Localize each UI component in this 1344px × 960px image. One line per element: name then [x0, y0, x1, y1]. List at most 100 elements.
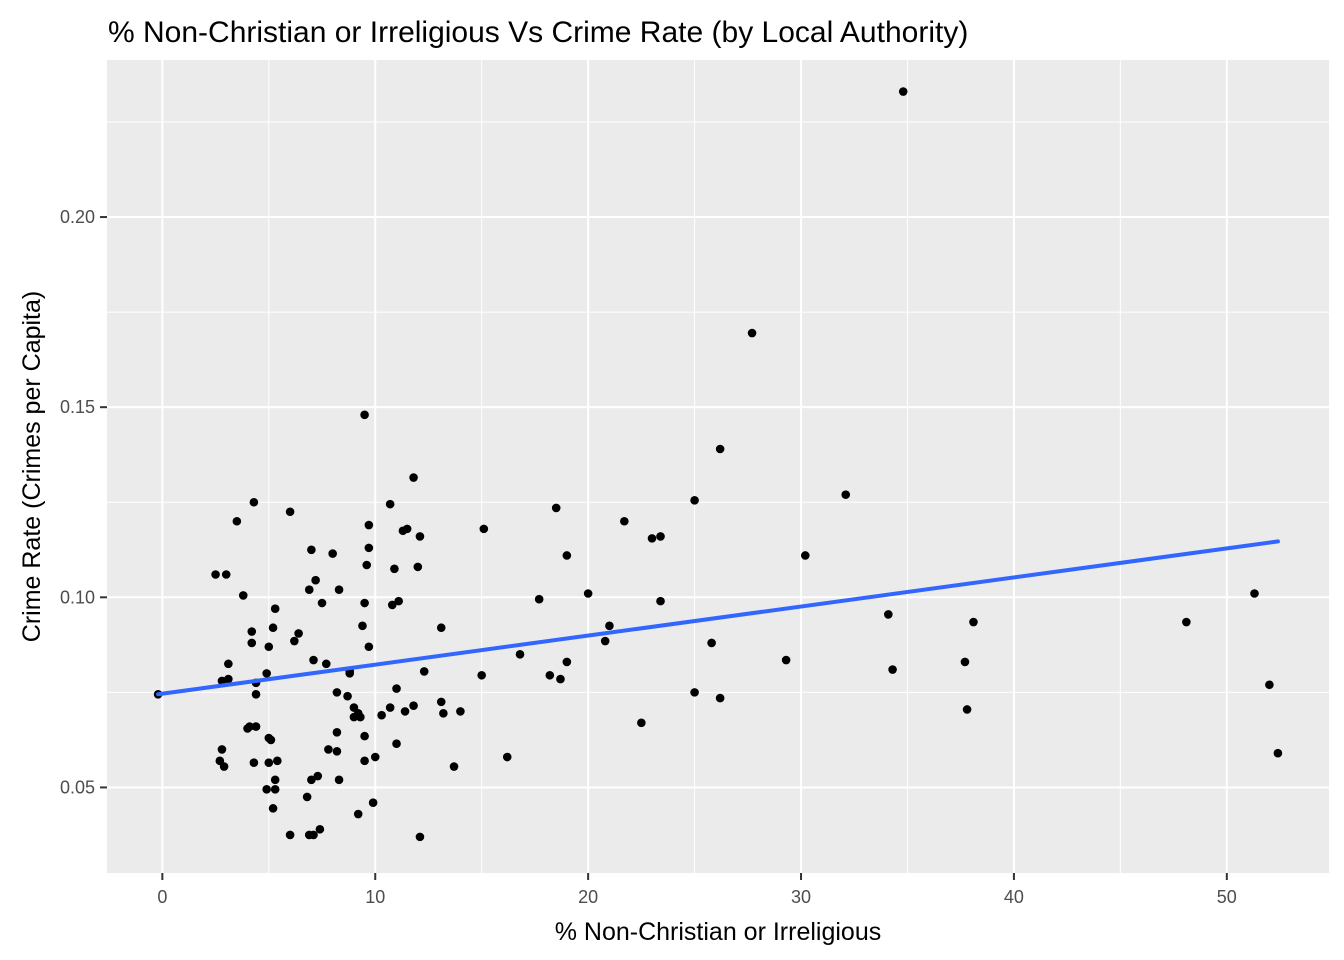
data-point [356, 712, 365, 722]
data-point [245, 722, 254, 731]
data-point [715, 444, 725, 454]
x-tick-label: 30 [791, 887, 811, 907]
plot-panel [107, 60, 1329, 873]
x-tick-label: 50 [1217, 887, 1237, 907]
data-point [349, 712, 359, 722]
data-point [364, 642, 374, 652]
data-point [302, 792, 312, 802]
data-point [556, 674, 565, 684]
data-point [562, 551, 572, 560]
data-point [343, 691, 352, 701]
x-tick-label: 40 [1004, 887, 1024, 907]
data-point [360, 731, 369, 741]
data-point [294, 629, 303, 638]
data-point [270, 775, 280, 785]
data-point [251, 689, 261, 699]
data-point [551, 503, 561, 513]
data-point [962, 705, 972, 714]
data-point [436, 697, 446, 707]
data-point [436, 623, 446, 633]
data-point [690, 688, 699, 697]
data-point [841, 490, 851, 499]
data-point [884, 610, 893, 619]
data-point [656, 532, 665, 541]
data-point [377, 710, 386, 720]
data-point [321, 659, 331, 669]
data-point [402, 524, 412, 534]
y-tick-label: 0.05 [60, 777, 95, 797]
data-point [334, 775, 344, 785]
data-point [247, 627, 257, 636]
data-point [364, 543, 374, 553]
data-point [477, 670, 486, 680]
data-point [647, 534, 657, 543]
data-point [224, 659, 233, 669]
data-point [394, 596, 403, 606]
data-point [285, 830, 295, 840]
data-point [324, 745, 333, 754]
data-point [534, 594, 544, 604]
data-point [449, 762, 459, 771]
data-point [270, 785, 280, 794]
data-point [304, 585, 314, 595]
data-point [247, 638, 257, 648]
data-point [1250, 589, 1259, 598]
data-point [888, 665, 897, 674]
data-point [353, 809, 363, 819]
y-tick-labels: 0.05 0.10 0.15 0.20 [60, 207, 95, 797]
data-point [690, 496, 699, 505]
data-point [502, 752, 512, 762]
data-point [309, 655, 318, 665]
data-point [960, 657, 970, 667]
data-point [313, 771, 323, 781]
data-point [637, 718, 646, 728]
major-gridlines [107, 60, 1329, 873]
data-point [415, 532, 425, 541]
data-point [370, 752, 380, 762]
data-point [409, 473, 418, 482]
x-tick-label: 0 [157, 887, 167, 907]
data-point [334, 585, 344, 595]
data-point [400, 707, 410, 716]
data-point [332, 747, 342, 756]
data-point [419, 667, 429, 676]
data-point [583, 589, 593, 598]
data-point [262, 669, 271, 678]
data-point [362, 560, 372, 570]
trend-line [156, 539, 1280, 697]
data-point [600, 636, 610, 646]
data-points [153, 87, 1283, 842]
data-point [332, 728, 342, 737]
x-tick-label: 20 [578, 887, 598, 907]
x-tick-labels: 0 10 20 30 40 50 [157, 887, 1236, 907]
data-point [1273, 748, 1283, 758]
data-point [345, 669, 354, 678]
data-point [270, 604, 280, 614]
data-point [385, 499, 395, 509]
data-point [307, 775, 316, 785]
y-axis-title: Crime Rate (Crimes per Capita) [18, 291, 46, 642]
data-point [360, 756, 369, 766]
data-point [238, 591, 248, 600]
data-point [232, 516, 242, 526]
data-point [224, 674, 233, 684]
data-point [328, 549, 337, 558]
data-point [707, 638, 716, 648]
data-point [656, 596, 665, 606]
data-point [1265, 680, 1274, 690]
x-tick-label: 10 [365, 887, 385, 907]
data-point [211, 570, 220, 579]
axis-ticks [100, 216, 1228, 880]
data-point [368, 798, 378, 807]
data-point [390, 564, 399, 574]
data-point [620, 516, 629, 526]
data-point [898, 87, 908, 96]
data-point [969, 617, 978, 627]
data-point [268, 804, 278, 813]
data-point [268, 623, 278, 633]
data-point [747, 328, 757, 338]
data-point [262, 785, 271, 794]
y-tick-label: 0.10 [60, 587, 95, 607]
chart-title: % Non-Christian or Irreligious Vs Crime … [108, 16, 968, 49]
data-point [392, 684, 401, 693]
